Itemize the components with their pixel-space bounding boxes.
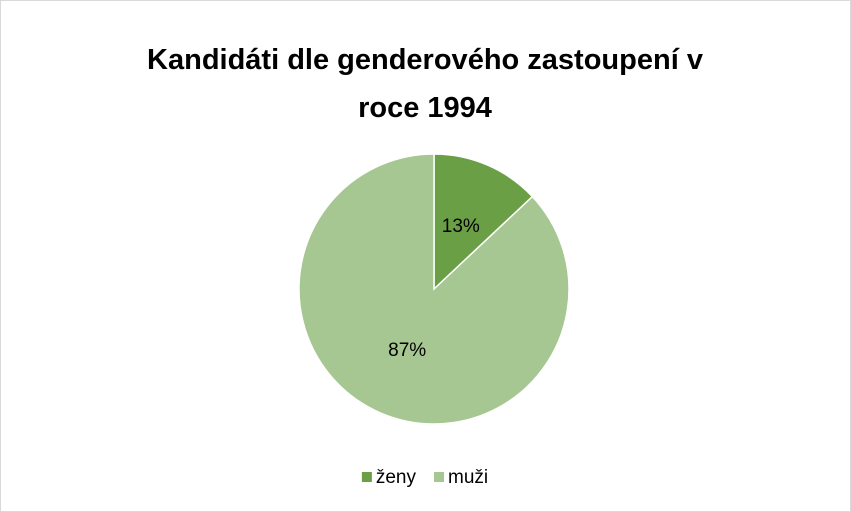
pie-slice — [433, 153, 534, 291]
pie-slice — [298, 153, 570, 425]
chart-title: Kandidáti dle genderového zastoupení v r… — [147, 44, 703, 124]
data-label: 87% — [388, 340, 426, 361]
legend-label: ženy — [376, 467, 417, 488]
data-label: 13% — [442, 216, 480, 237]
legend-label: muži — [448, 467, 488, 488]
legend-swatch — [361, 472, 372, 482]
legend-swatch — [434, 472, 445, 482]
